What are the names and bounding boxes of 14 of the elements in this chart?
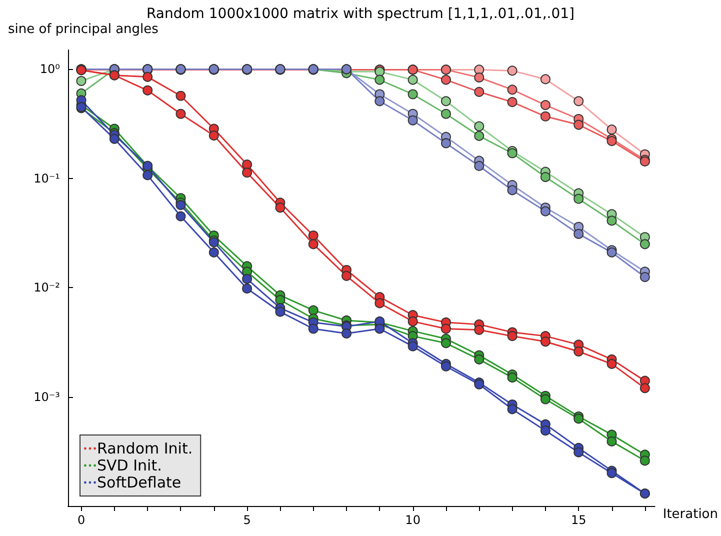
x-axis-title: Iteration	[662, 507, 718, 522]
y-tick-label: 10⁻¹	[34, 171, 60, 186]
x-tick-label: 15	[570, 513, 586, 527]
chart-title: Random 1000x1000 matrix with spectrum [1,1,1,.01,.01,.01]	[146, 6, 575, 22]
legend-label: SoftDeflate	[97, 474, 182, 492]
x-tick-label: 5	[243, 513, 251, 527]
x-tick-label: 10	[405, 513, 420, 527]
y-tick-label: 10⁰	[40, 62, 60, 76]
y-tick-label: 10⁻²	[34, 280, 60, 295]
x-tick-label: 0	[77, 513, 86, 527]
legend-label: Random Init.	[97, 440, 193, 458]
legend-label: SVD Init.	[97, 456, 162, 474]
y-axis-title: sine of principal angles	[8, 22, 159, 37]
y-tick-label: 10⁻³	[34, 390, 60, 404]
